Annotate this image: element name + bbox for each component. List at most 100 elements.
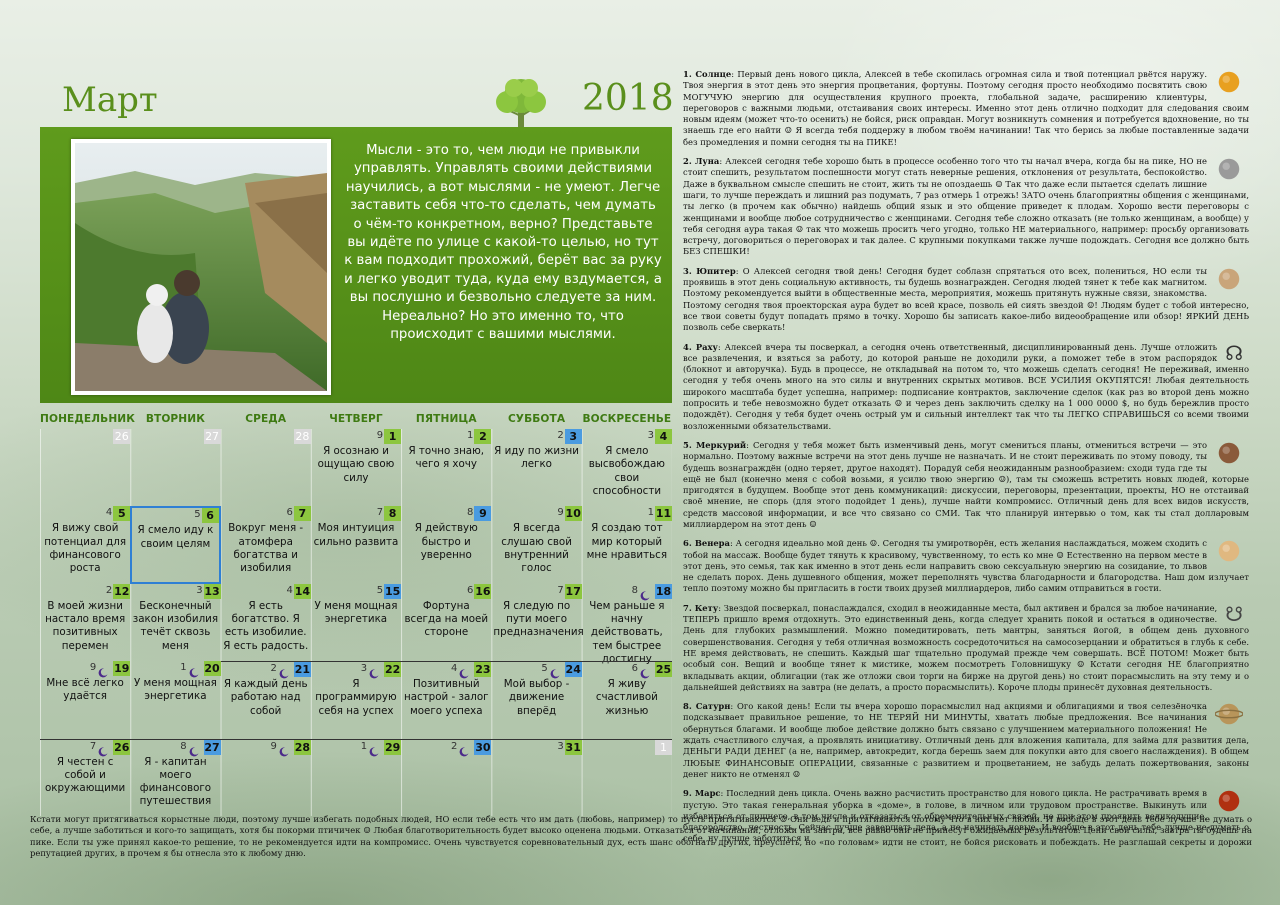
day-cell[interactable]: 3 22 Я программирую себя на успех [310,661,402,738]
moon-icon [640,664,650,679]
affirmation-text: Я - капитан моего финансового путешестви… [139,755,212,808]
moon-planet-icon [1215,156,1243,185]
cycle-number: 2 [557,430,564,441]
affirmation-text: Позитивный настрой - залог моего успеха [403,678,489,717]
day-cell[interactable]: 8 27 Я - капитан моего финансового путешес… [130,738,221,816]
planet-number: 1. [683,69,696,79]
day-cell[interactable]: 6 16 Фортуна всегда на моей стороне [401,583,492,661]
day-number: 31 [564,739,582,755]
day-number: 24 [564,662,582,678]
planet-number: 2. [683,156,695,167]
day-number: 20 [203,661,221,677]
day-cell[interactable]: 7 26 Я честен с собой и окружающими [40,738,131,816]
cycle-number: 1 [360,740,368,752]
cycle-number: 6 [467,584,474,596]
day-cell[interactable]: 26 [40,429,131,506]
day-cell[interactable]: 1 [581,738,672,816]
affirmation-text: Мне всё легко удаётся [46,677,124,703]
day-cell[interactable]: 1 11 Я создаю тот мир который мне нравитьс… [582,506,672,583]
day-cell[interactable]: 5 24 Мой выбор - движение вперёд [491,661,582,738]
day-cell[interactable]: 6 7 Вокруг меня - атомфера богатства и изо… [221,506,311,583]
day-number: 28 [293,739,311,755]
rahu-icon: ☊ [1225,340,1243,365]
planet-paragraph: 5. Меркурий: Сегодня у тебя может быть и… [683,440,1249,530]
day-cell[interactable]: 2 12 В моей жизни настало время позитивных… [40,583,131,661]
day-cell[interactable]: 1 29 [310,738,402,816]
footer-text: Кстати могут притягиваться корыстные люд… [30,814,1252,859]
affirmation-text: Моя интуиция сильно развита [313,522,399,548]
day-cell[interactable]: 8 18 Чем раньше я начну действовать, тем б… [582,583,672,665]
affirmation-text: Я есть богатство. Я есть изобилие. Я ест… [223,599,309,652]
day-cell[interactable]: 3 31 [491,738,582,816]
planet-number: 8. [683,701,696,712]
cycle-number: 2 [451,740,458,752]
day-cell[interactable]: 1 20 У меня мощная энергетика [130,661,221,738]
moon-icon [369,664,379,679]
affirmation-text: Я осознаю и ощущаю свою силу [317,445,395,484]
day-number: 25 [654,662,672,678]
day-cell[interactable]: 4 23 Позитивный настрой - залог моего успе… [401,661,492,738]
planet-name: Солнце [695,69,732,79]
day-cell[interactable]: 9 19 Мне всё легко удаётся [40,661,131,738]
cycle-number: 4 [286,584,293,596]
affirmation-text: Я действую быстро и уверенно [414,522,478,561]
affirmation-text: Чем раньше я начну действовать, тем быст… [589,599,665,665]
affirmation-text: У меня мощная энергетика [314,599,398,626]
cycle-number: 2 [270,663,277,675]
planet-name: Венера [694,538,730,549]
day-cell[interactable]: 7 8 Моя интуиция сильно развита [311,506,402,583]
day-cell[interactable]: 9 28 [220,738,311,816]
day-number: 27 [203,739,221,755]
planet-number: 4. [683,341,696,352]
day-number: 19 [113,661,131,677]
day-number: 14 [293,583,311,599]
moon-icon [279,742,289,757]
planet-text: : Алексей вчера ты посверкал, а сегодня … [683,341,1249,431]
planet-text: : Звездой посверкал, понаслаждался, сход… [683,602,1249,692]
day-cell[interactable]: 2 21 Я каждый день работаю над собой [220,661,311,738]
day-number: 11 [654,506,672,522]
affirmation-text: Я каждый день работаю над собой [223,678,308,717]
day-cell[interactable]: 5 15 У меня мощная энергетика [311,583,402,661]
cycle-number: 8 [180,740,187,752]
day-cell[interactable]: 6 25 Я живу счастливой жизнью [581,661,672,738]
affirmation-text: Я иду по жизни легко [494,445,579,471]
venus-icon [1215,538,1243,567]
jupiter-icon [1215,266,1243,295]
day-cell[interactable]: 3 13 Бесконечный закон изобилия течёт скво… [130,583,221,661]
day-cell[interactable]: 2 30 [401,738,492,816]
affirmation-text: У меня мощная энергетика [133,677,217,703]
day-cell[interactable]: 28 [221,429,311,506]
cycle-number: 5 [376,584,384,596]
planet-number: 6. [683,538,695,549]
day-cell[interactable]: 4 14 Я есть богатство. Я есть изобилие. Я … [221,583,311,661]
day-number: 6 [201,508,219,524]
day-cell[interactable]: 27 [130,429,221,506]
moon-icon [459,664,469,679]
day-cell[interactable]: 7 17 Я следую по пути моего предназначения [491,583,584,661]
moon-icon [98,663,108,678]
affirmation-text: Фортуна всегда на моей стороне [404,599,489,639]
weekday-0: ПОНЕДЕЛЬНИК [40,413,136,425]
cycle-number: 2 [105,584,113,596]
affirmation-text: Я честен с собой и окружающими [45,755,126,795]
planet-name: Кету [694,602,719,613]
planet-paragraph: 8. Сатурн: Ого какой день! Если ты вчера… [683,701,1249,780]
day-cell[interactable]: 9 10 Я всегда слушаю свой внутренний голос [491,506,582,583]
cycle-number: 4 [105,507,113,519]
weekday-5: СУББОТА [507,413,566,425]
planet-text: : А сегодня идеально мой день ☺. Сегодня… [683,538,1249,594]
cycle-number: 1 [180,662,187,674]
weekday-2: СРЕДА [245,413,287,425]
ketu-icon: ☋ [1225,601,1243,626]
day-number: 1 [654,739,672,755]
cycle-number: 9 [557,507,564,519]
planet-number: 3. [683,265,697,276]
